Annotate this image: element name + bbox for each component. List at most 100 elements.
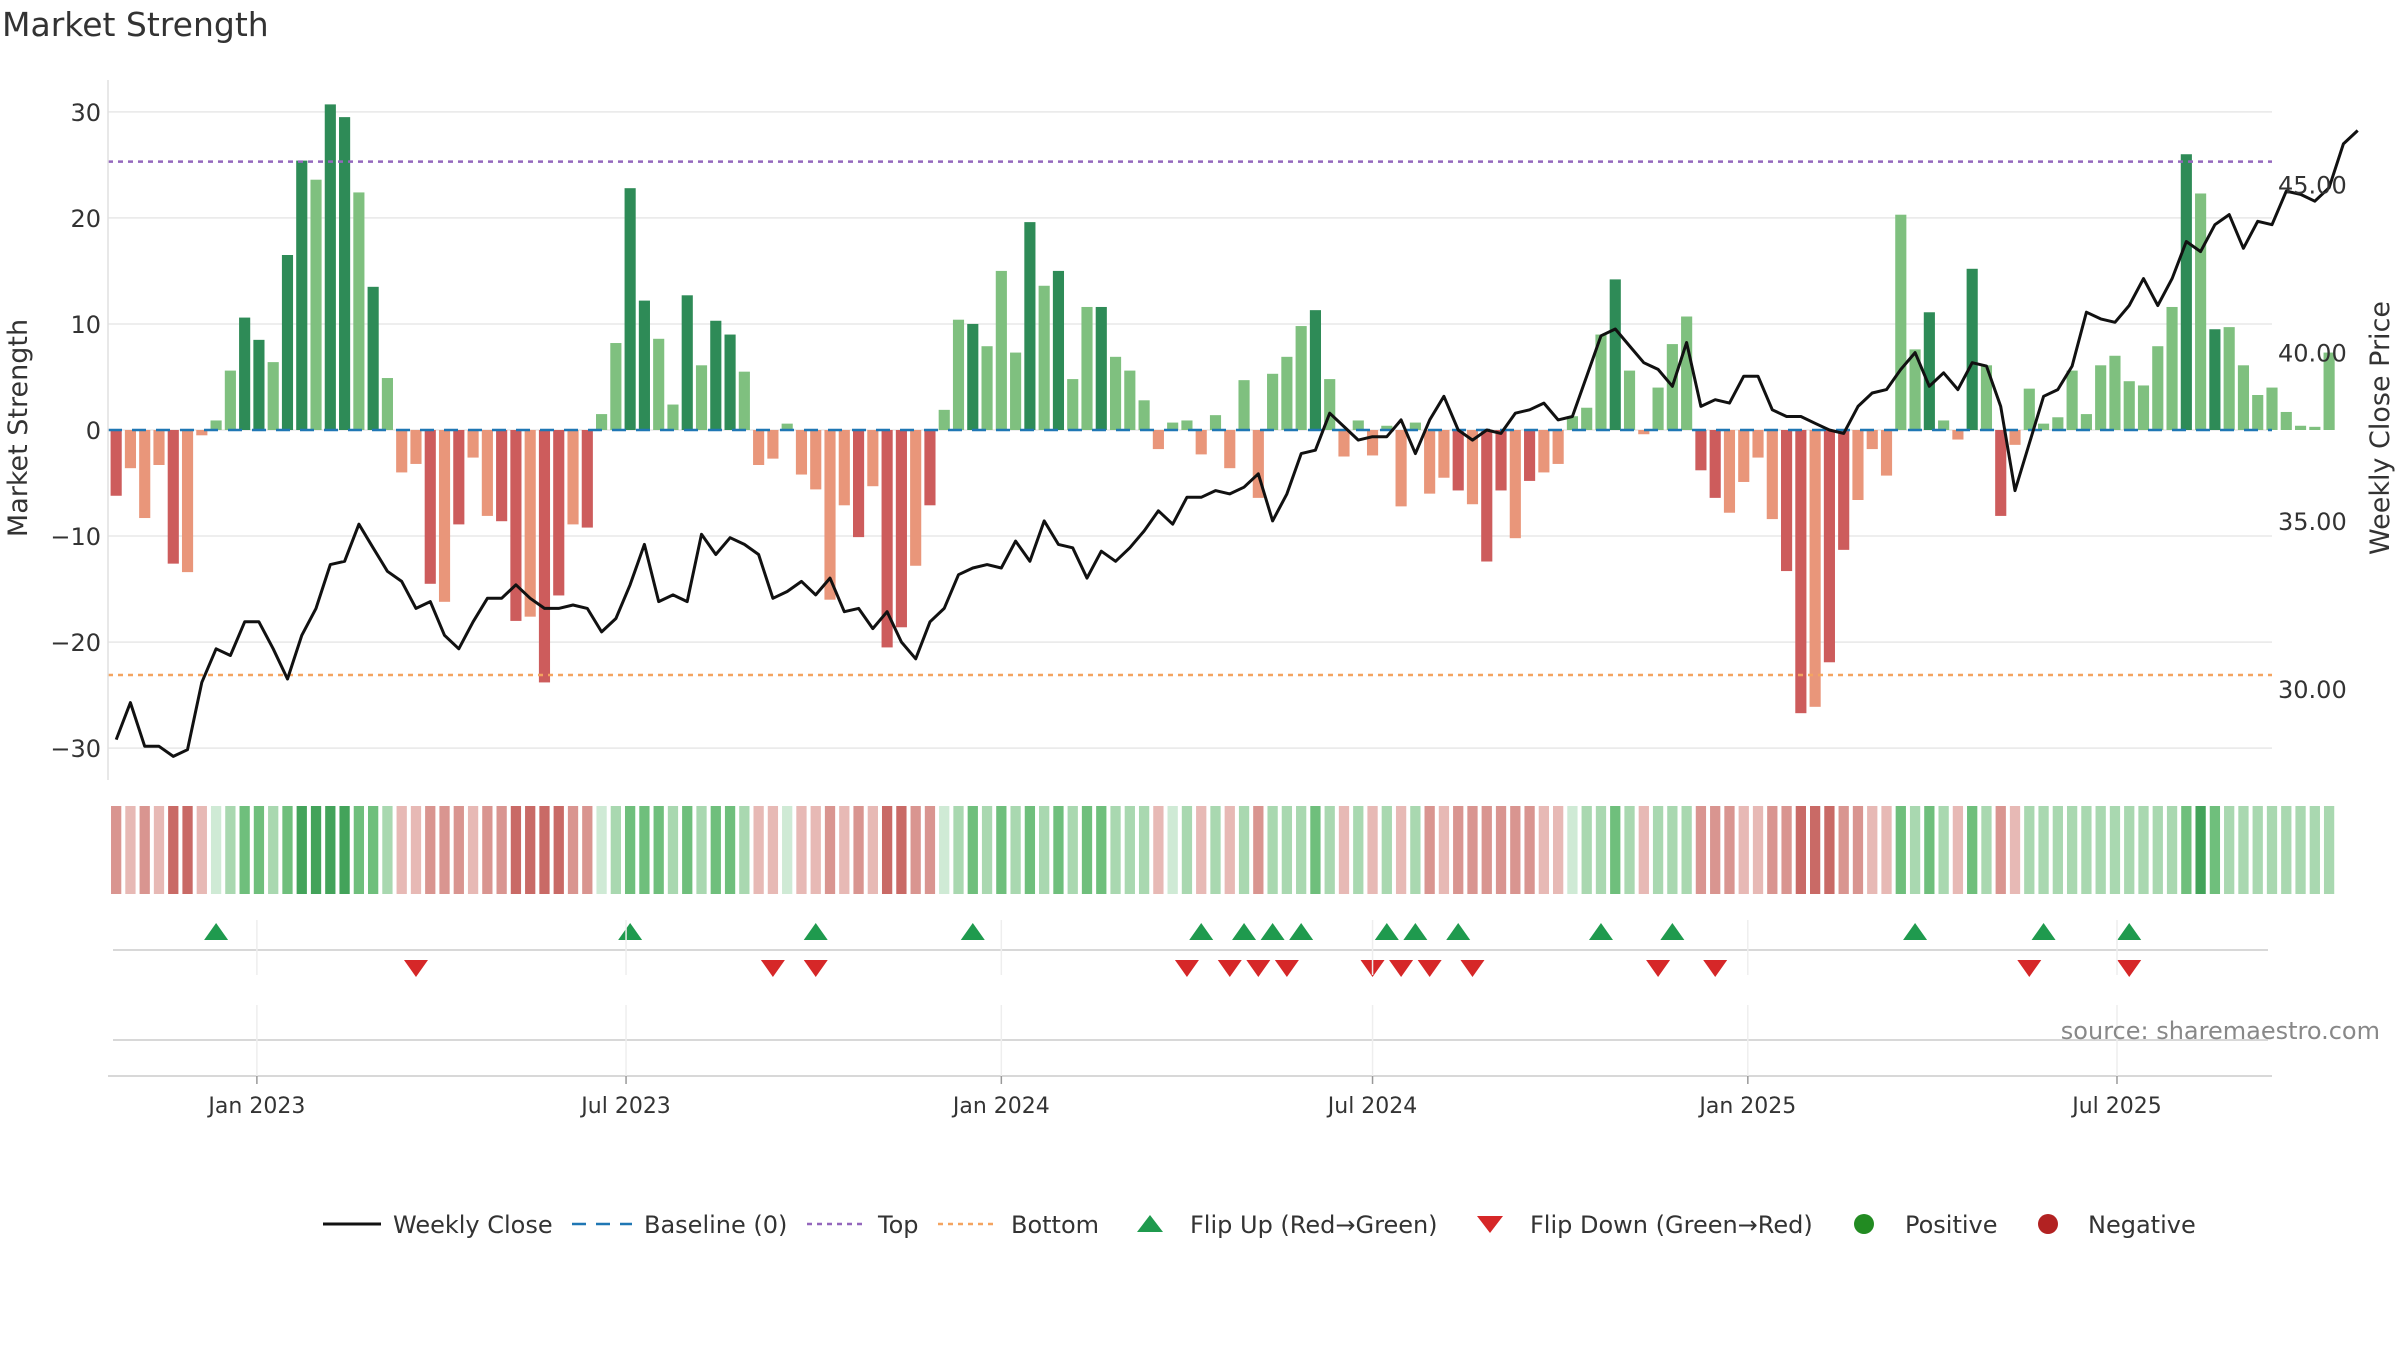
strip-cell [1067,806,1078,894]
strip-cell [396,806,407,894]
legend-positive-dot [1854,1214,1874,1234]
strip-cell [1638,806,1649,894]
legend-item-negative: Negative [2038,1211,2196,1239]
strip-cell [539,806,550,894]
strength-bar [1252,430,1264,498]
strip-cell [1467,806,1478,894]
strength-bar [753,430,765,465]
strength-bars [110,104,2335,714]
strip-cell [1096,806,1107,894]
strength-bar [424,430,436,584]
strength-bar [2009,430,2021,445]
strength-bar [2209,329,2221,430]
strip-cell [682,806,693,894]
strip-cell [125,806,136,894]
strip-cell [153,806,165,894]
strip-cell [1524,806,1535,894]
strip-cell [1624,806,1635,894]
strength-bar [624,188,636,430]
legend-item-flipup: Flip Up (Red→Green) [1137,1211,1438,1239]
strength-bar [438,430,451,602]
strength-bar [881,430,893,648]
strength-bar [1538,430,1550,473]
strip-cell [325,806,336,894]
strength-bar [795,430,808,475]
flip-down-marker [1389,960,1414,977]
strength-bar [667,404,679,430]
strength-bar [767,430,779,459]
strength-bar [1723,430,1736,513]
strip-cell [2124,806,2135,894]
strength-bar [1595,334,1607,430]
strength-bar [1109,356,1122,430]
strip-cell [1795,806,1806,894]
legend: Weekly Close Baseline (0) Top Bottom Flip Up… [323,1211,2196,1239]
y2-tick-label: 45.00 [2278,171,2347,199]
strength-bar [1095,306,1107,430]
regime-strip [111,806,2335,894]
y2-axis-label: Weekly Close Price [2365,301,2396,555]
strength-bar [1509,430,1521,539]
strength-bar [1424,430,1436,494]
strip-cell [496,806,507,894]
strip-cell [1395,806,1407,894]
flip-up-marker [1260,923,1285,940]
strip-cell [582,806,593,894]
y-tick-label: −30 [50,735,101,763]
strip-cell [710,806,721,894]
strength-bar [1581,407,1593,430]
strength-bar [2166,306,2178,430]
strip-cell [410,806,422,894]
strip-cell [1338,806,1350,894]
strength-bar [1324,379,1336,430]
x-axis: Jan 2023 Jul 2023 Jan 2024 Jul 2024 Jan 2025… [108,920,2272,1119]
strip-cell [1881,806,1892,894]
strength-bar [367,286,379,430]
strip-cell [1081,806,1093,894]
strength-bar [1980,365,1993,430]
strip-cell [353,806,365,894]
strength-bar [1309,310,1322,430]
y-tick-label: 0 [86,417,101,445]
strip-cell [1210,806,1221,894]
strip-cell [1667,806,1678,894]
strip-cell [1424,806,1435,894]
legend-item-close: Weekly Close [323,1211,553,1239]
strip-cell [1110,806,1121,894]
strip-cell [239,806,250,894]
strip-cell [1138,806,1150,894]
strength-bar [296,160,308,430]
source-note: source: sharemaestro.com [2061,1017,2380,1045]
strength-bar [224,370,236,430]
strength-bar [710,320,722,430]
strength-bar [1438,430,1450,478]
strength-bar [1395,430,1407,507]
strip-cell [1381,806,1392,894]
strength-bar [1923,312,1935,430]
flip-up-marker [1403,923,1428,940]
legend-flip-up-icon [1137,1215,1163,1232]
strength-bar [1652,387,1664,430]
strength-bar [1281,356,1293,430]
strength-bar [181,430,194,573]
strength-bar [1010,352,1022,430]
strip-cell [525,806,536,894]
strip-cell [139,806,150,894]
strength-bar [810,430,822,490]
strip-cell [225,806,236,894]
legend-label: Flip Up (Red→Green) [1190,1211,1438,1239]
strength-bar [410,430,422,464]
flip-down-marker [1417,960,1442,977]
flip-up-marker [1903,923,1928,940]
strength-bar [724,334,736,430]
strip-cell [1553,806,1564,894]
strip-cell [253,806,265,894]
flip-up-marker [1374,923,1399,940]
strip-cell [1595,806,1607,894]
flip-up-marker [2031,923,2056,940]
legend-label: Bottom [1011,1211,1099,1239]
strength-bar [2294,425,2307,430]
strip-cell [1852,806,1864,894]
strip-cell [1781,806,1792,894]
strip-cell [553,806,564,894]
